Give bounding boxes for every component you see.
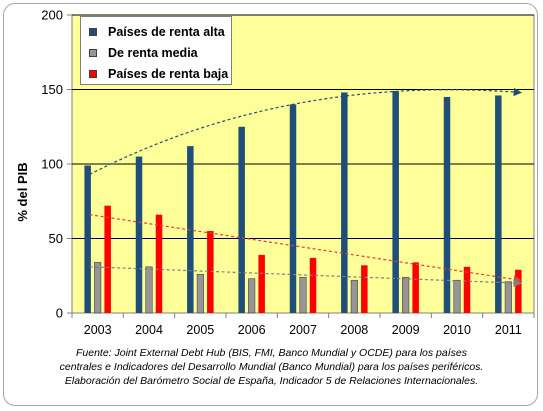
legend-item-alta: Países de renta alta (89, 21, 231, 42)
bar-media-2010 (453, 279, 461, 314)
bar-baja-2008 (361, 265, 368, 313)
trendline-baja (89, 214, 522, 284)
bar-baja-2007 (309, 257, 317, 313)
x-tick-label: 2007 (289, 323, 317, 337)
bar-media-2005 (196, 273, 204, 314)
legend-swatch-alta (89, 27, 97, 36)
bar-media-2006 (248, 278, 256, 314)
legend-swatch-media (89, 48, 97, 57)
x-tick-label: 2010 (443, 323, 471, 337)
bar-alta-2010 (443, 96, 451, 313)
legend-label-media: De renta media (108, 45, 198, 60)
bar-baja-2004 (155, 214, 163, 313)
y-tick-label: 200 (41, 8, 63, 23)
caption-line-1: Fuente: Joint External Debt Hub (BIS, FM… (75, 347, 467, 359)
y-tick-label: 100 (41, 157, 63, 172)
bar-alta-2009 (392, 90, 399, 314)
bar-baja-2011 (515, 269, 522, 313)
x-tick-label: 2003 (84, 323, 112, 337)
bar-alta-2006 (238, 126, 245, 313)
legend: Países de renta alta De renta media País… (80, 16, 232, 85)
x-tick-label: 2005 (186, 323, 214, 337)
y-tick-label: 150 (41, 82, 63, 97)
source-caption: Fuente: Joint External Debt Hub (BIS, FM… (0, 346, 543, 388)
bar-alta-2003 (84, 165, 91, 313)
x-axis: 2003 2004 2005 2006 2007 2008 2009 2010 2011 (71, 313, 535, 337)
legend-item-baja: Países de renta baja (89, 63, 231, 84)
x-tick-label: 2009 (392, 323, 420, 337)
y-axis-label: % del PIB (15, 162, 30, 221)
caption-line-2: centrales e Indicadores del Desarrollo M… (59, 361, 484, 373)
bar-baja-2003 (104, 205, 111, 313)
x-tick-label: 2006 (238, 323, 266, 337)
bar-media-2004 (145, 266, 153, 314)
trendline-group (89, 87, 523, 288)
x-tick-label: 2011 (495, 323, 522, 337)
legend-label-alta: Países de renta alta (108, 24, 225, 39)
legend-item-media: De renta media (89, 42, 231, 63)
bar-alta-2004 (135, 156, 143, 313)
x-tick-label: 2008 (340, 323, 368, 337)
bar-baja-2005 (207, 231, 214, 313)
trendline-media (89, 266, 523, 288)
y-axis: 0 50 100 150 200 (41, 8, 72, 321)
legend-swatch-baja (89, 69, 97, 78)
bar-baja-2006 (258, 254, 265, 313)
bar-media-2008 (350, 279, 358, 314)
bar-baja-2009 (412, 262, 419, 313)
y-tick-label: 0 (56, 306, 63, 321)
bar-alta-2008 (341, 92, 348, 313)
bar-baja-2010 (463, 266, 471, 313)
bar-alta-2011 (495, 95, 502, 314)
trendline-alta (89, 87, 523, 175)
bar-media-2007 (299, 276, 307, 314)
legend-label-baja: Países de renta baja (108, 66, 229, 81)
bar-media-2003 (94, 262, 102, 314)
y-tick-label: 50 (49, 231, 63, 246)
caption-line-3: Elaboración del Barómetro Social de Espa… (64, 375, 479, 387)
bar-media-2011 (504, 281, 512, 314)
bar-media-2009 (402, 276, 410, 314)
bar-alta-2007 (289, 104, 297, 314)
x-tick-label: 2004 (135, 323, 163, 337)
